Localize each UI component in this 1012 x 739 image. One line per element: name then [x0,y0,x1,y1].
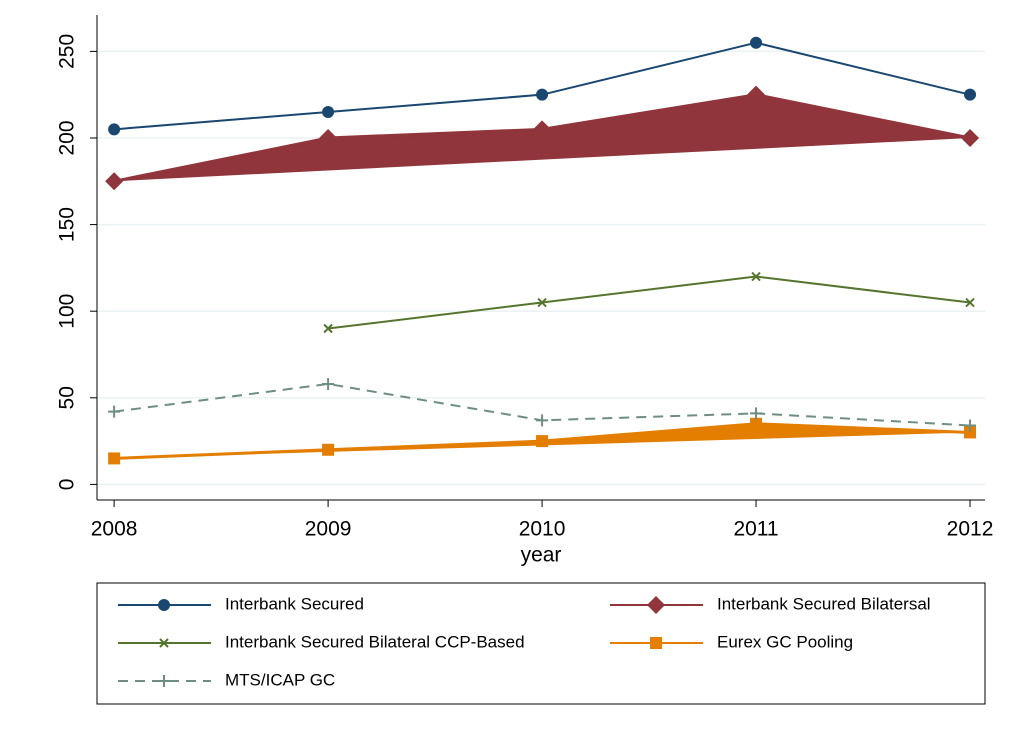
data-point [747,85,766,104]
data-point [536,414,549,427]
y-tick-label: 100 [56,294,79,329]
series-line [327,275,971,330]
data-point [105,172,124,191]
legend-marker [650,637,662,649]
x-tick-label: 2010 [519,518,566,541]
y-tick-label: 50 [56,386,79,409]
legend-label: Interbank Secured Bilatersal [717,594,931,613]
data-point [537,297,547,308]
data-point [964,419,977,432]
data-point [964,426,977,439]
legend-marker [647,596,665,614]
data-point [108,123,121,136]
data-point [319,128,338,147]
x-axis-label: year [521,544,562,567]
legend-label: Eurex GC Pooling [717,632,853,651]
data-point [322,106,335,118]
legend-label: Interbank Secured [225,594,364,613]
y-tick-label: 200 [56,120,79,155]
legend-marker [158,675,170,687]
x-tick-label: 2009 [305,518,352,541]
x-tick-label: 2008 [91,518,138,541]
data-point [750,407,763,420]
y-tick-label: 250 [56,34,79,69]
data-point [536,435,549,448]
data-point [964,88,977,101]
y-tick-label: 150 [56,207,79,242]
legend-label: MTS/ICAP GC [225,670,335,689]
data-point [322,443,335,456]
data-point [323,323,333,334]
x-tick-label: 2011 [733,518,778,541]
data-point [750,417,763,430]
data-point [533,120,552,139]
data-point [108,452,121,465]
data-point [322,377,335,390]
data-point [536,88,549,101]
data-point [108,405,121,418]
data-point [961,128,980,147]
data-point [751,271,761,282]
y-tick-label: 0 [56,479,79,491]
legend-marker [159,638,169,648]
legend-label: Interbank Secured Bilateral CCP-Based [225,632,525,651]
legend-box [96,582,986,705]
data-point [965,297,975,308]
x-tick-label: 2012 [947,518,994,541]
legend-marker [158,599,170,611]
data-point [750,36,763,49]
